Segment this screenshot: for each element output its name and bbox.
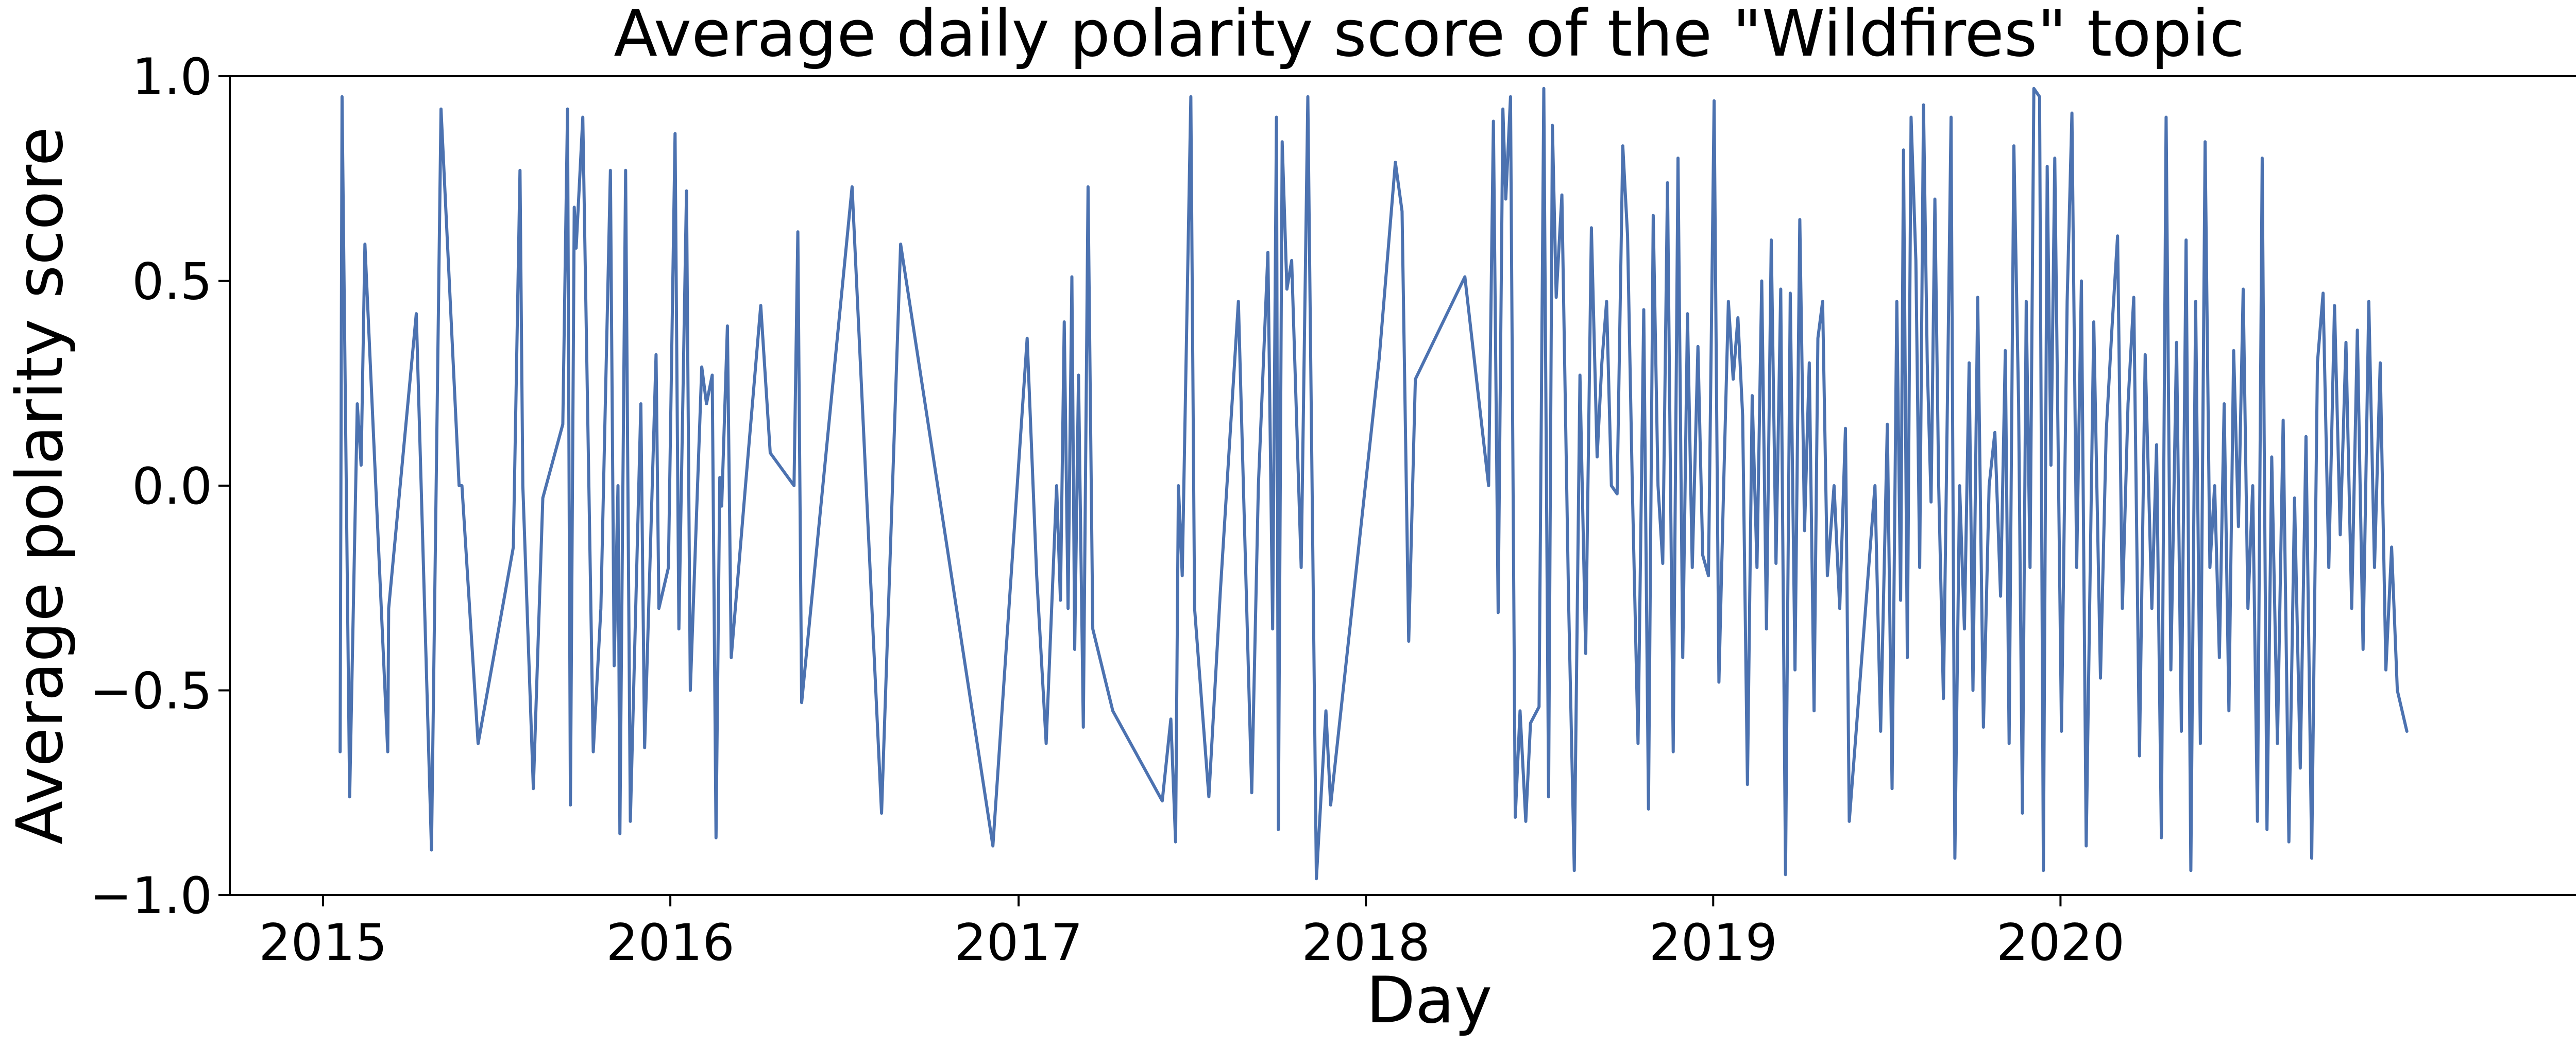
x-tick-label: 2020 xyxy=(1996,914,2125,972)
x-tick-label: 2016 xyxy=(606,914,734,972)
y-tick-label: 1.0 xyxy=(132,48,212,107)
y-tick-label: 0.0 xyxy=(132,457,212,516)
y-axis-label: Average polarity score xyxy=(3,127,77,845)
x-axis-label: Day xyxy=(1366,964,1493,1038)
series-line xyxy=(338,87,2409,881)
x-tick-label: 2019 xyxy=(1649,914,1777,972)
y-tick-label: −0.5 xyxy=(90,662,212,721)
y-tick-label: −1.0 xyxy=(90,867,212,925)
y-axis: 1.0 0.5 0.0 −0.5 −1.0 xyxy=(90,48,230,925)
x-tick-label: 2017 xyxy=(954,914,1082,972)
x-tick-label: 2015 xyxy=(259,914,387,972)
x-tick-label: 2018 xyxy=(1301,914,1430,972)
x-axis: 2015 2016 2017 2018 2019 2020 xyxy=(259,895,2125,972)
series-layer xyxy=(338,87,2409,881)
chart-title: Average daily polarity score of the "Wil… xyxy=(614,0,2244,71)
y-tick-label: 0.5 xyxy=(132,253,212,312)
